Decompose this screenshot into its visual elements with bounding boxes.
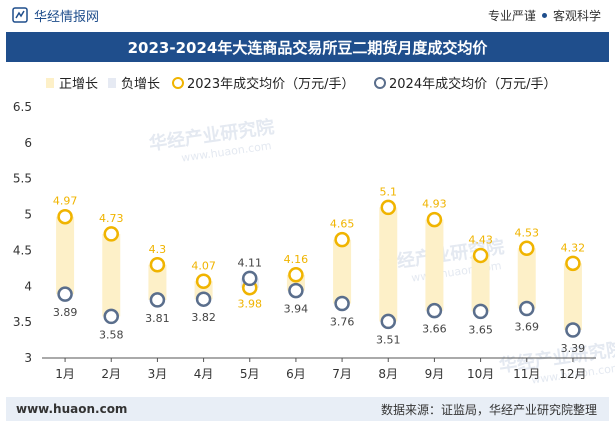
- data-label-2024: 3.51: [376, 333, 401, 346]
- data-label-2024: 3.94: [284, 303, 309, 316]
- point-2023: [565, 255, 581, 272]
- data-label-2023: 4.43: [468, 233, 493, 246]
- point-2024: [334, 295, 350, 312]
- brand-name: 华经情报网: [34, 9, 100, 25]
- y-tick-label: 4.5: [13, 243, 32, 257]
- change-bar: [333, 239, 352, 304]
- point-2023: [380, 199, 396, 216]
- y-tick-label: 4: [24, 279, 32, 293]
- data-label-2023: 4.07: [191, 259, 216, 272]
- point-2024: [149, 292, 166, 308]
- point-2023: [426, 211, 443, 228]
- x-tick-label: 9月: [425, 367, 445, 381]
- footer-source: 数据来源：证监局，华经产业研究院整理: [380, 402, 597, 417]
- change-bar: [56, 216, 75, 295]
- data-label-2024: 3.81: [145, 312, 170, 325]
- footer-url: www.huaon.com: [16, 402, 128, 416]
- change-bar: [471, 255, 490, 312]
- point-2024: [57, 286, 73, 302]
- x-tick-label: 1月: [55, 367, 75, 381]
- data-label-2023: 3.98: [238, 298, 263, 311]
- data-label-2023: 4.93: [422, 198, 447, 211]
- change-bar: [102, 233, 121, 317]
- point-2023: [472, 247, 489, 264]
- legend-label: 正增长: [59, 77, 98, 92]
- point-2023: [103, 226, 119, 242]
- data-label-2023: 4.65: [330, 218, 355, 231]
- x-tick-label: 6月: [286, 367, 306, 381]
- data-label-2023: 4.32: [561, 241, 586, 254]
- data-label-2024: 3.69: [515, 321, 540, 334]
- point-2024: [242, 270, 258, 287]
- change-bar: [379, 207, 398, 322]
- slogan-right: 客观科学: [552, 8, 601, 23]
- top-bar: 华经情报网 专业严谨 客观科学: [0, 0, 615, 30]
- data-label-2024: 4.11: [238, 256, 263, 269]
- data-label-2023: 4.3: [149, 243, 167, 256]
- point-2024: [288, 282, 304, 299]
- x-tick-label: 3月: [148, 367, 168, 381]
- point-2023: [149, 257, 166, 273]
- data-label-2024: 3.89: [53, 306, 78, 319]
- data-label-2023: 4.73: [99, 212, 124, 225]
- y-tick-label: 3: [24, 351, 32, 365]
- x-tick-label: 11月: [513, 367, 540, 381]
- data-label-2024: 3.76: [330, 315, 355, 328]
- change-bar: [425, 219, 444, 311]
- point-2024: [426, 302, 443, 319]
- data-label-2023: 5.1: [380, 185, 398, 198]
- point-2023: [519, 240, 535, 257]
- data-label-2024: 3.66: [422, 323, 447, 336]
- change-bar: [148, 264, 167, 300]
- y-tick-label: 5.5: [13, 172, 32, 186]
- footer: www.huaon.com 数据来源：证监局，华经产业研究院整理: [6, 397, 609, 421]
- x-tick-label: 5月: [240, 367, 260, 381]
- point-2024: [472, 303, 489, 320]
- legend-marker: [172, 77, 184, 89]
- point-2024: [565, 322, 581, 338]
- slogan: 专业严谨 客观科学: [488, 7, 601, 24]
- x-tick-label: 12月: [559, 367, 586, 381]
- point-2023: [57, 208, 73, 225]
- point-2023: [195, 273, 212, 290]
- point-2024: [195, 291, 212, 307]
- x-tick-label: 7月: [332, 367, 352, 381]
- brand: 华经情报网: [12, 6, 99, 25]
- chart-title: 2023-2024年大连商品交易所豆二期货月度成交均价: [127, 38, 488, 57]
- x-tick-label: 10月: [467, 367, 494, 381]
- point-2024: [103, 308, 119, 325]
- legend-label: 负增长: [121, 77, 160, 92]
- y-tick-label: 3.5: [13, 315, 32, 329]
- point-2024: [380, 313, 396, 330]
- legend-label: 2024年成交均价（万元/手）: [389, 76, 556, 92]
- x-tick-label: 8月: [378, 367, 398, 381]
- point-2024: [519, 300, 535, 317]
- data-label-2024: 3.82: [191, 311, 216, 324]
- legend-label: 2023年成交均价（万元/手）: [187, 76, 354, 92]
- point-2023: [288, 267, 304, 283]
- legend-swatch: [108, 78, 116, 88]
- data-label-2024: 3.58: [99, 328, 124, 341]
- chart-title-bar: 2023-2024年大连商品交易所豆二期货月度成交均价: [6, 32, 609, 62]
- legend-marker: [374, 77, 386, 89]
- data-label-2023: 4.16: [284, 253, 309, 266]
- y-tick-label: 5: [24, 208, 32, 222]
- data-label-2024: 3.39: [561, 342, 586, 355]
- data-label-2024: 3.65: [468, 323, 493, 336]
- legend-swatch: [46, 78, 54, 88]
- brand-logo-icon: [12, 7, 28, 23]
- change-bar: [517, 248, 536, 309]
- data-label-2023: 4.97: [53, 195, 78, 208]
- y-tick-label: 6: [24, 136, 32, 150]
- data-label-2023: 4.53: [515, 226, 540, 239]
- y-tick-label: 6.5: [13, 100, 32, 114]
- x-tick-label: 4月: [194, 367, 214, 381]
- point-2023: [334, 231, 350, 248]
- change-bar: [563, 263, 582, 331]
- x-tick-label: 2月: [101, 367, 121, 381]
- slogan-dot-icon: [541, 12, 547, 18]
- slogan-left: 专业严谨: [487, 8, 536, 23]
